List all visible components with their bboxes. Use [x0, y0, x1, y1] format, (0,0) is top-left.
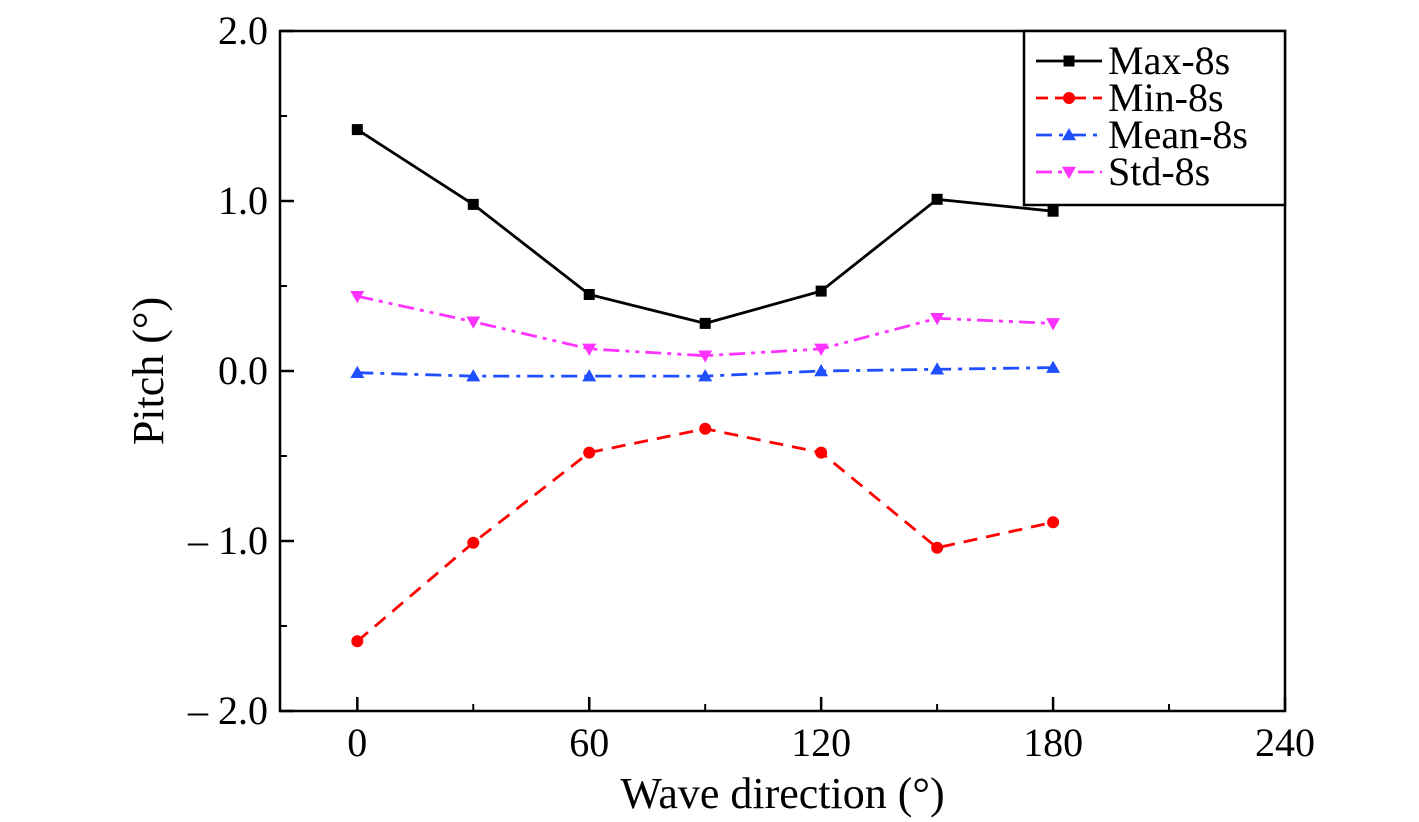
legend-item: Mean-8s: [1036, 112, 1248, 157]
data-point: [350, 290, 365, 304]
series-line: [356, 427, 1054, 643]
x-axis-label: Wave direction (°): [620, 769, 944, 818]
data-point: [814, 364, 829, 377]
y-tick-label: 1.0: [218, 178, 268, 223]
y-tick-label: 0.0: [218, 348, 268, 393]
data-point: [583, 289, 595, 300]
data-point: [931, 541, 944, 554]
legend-label: Max-8s: [1108, 38, 1230, 83]
legend-marker: [1063, 92, 1075, 104]
data-point: [930, 362, 945, 375]
legend-label: Std-8s: [1108, 149, 1210, 194]
data-point: [467, 198, 479, 210]
y-axis-label: Pitch (°): [124, 297, 173, 445]
series-mean-8s: [350, 360, 1061, 382]
x-tick-label: 60: [569, 720, 609, 765]
y-major-ticks: [280, 29, 294, 713]
legend-item: Max-8s: [1036, 38, 1230, 83]
x-tick-labels: 0 60 120 180 240: [347, 720, 1315, 765]
data-point: [931, 193, 943, 205]
data-point: [350, 365, 365, 378]
data-point: [698, 350, 713, 363]
series-std-8s: [350, 290, 1061, 363]
legend-item: Min-8s: [1036, 75, 1224, 120]
plot-frame: [278, 29, 1287, 713]
x-major-ticks: [356, 697, 1287, 711]
series-max-8s: [351, 124, 1059, 329]
legend-label: Min-8s: [1108, 75, 1224, 120]
data-point: [583, 446, 596, 459]
data-point: [466, 316, 481, 329]
x-tick-label: 0: [347, 720, 367, 765]
data-point: [1047, 516, 1060, 529]
x-tick-label: 240: [1255, 720, 1315, 765]
series-min-8s: [351, 422, 1060, 648]
data-point: [698, 369, 713, 382]
data-point: [1046, 318, 1061, 331]
series-layer: [350, 124, 1061, 648]
legend-marker: [1062, 166, 1076, 179]
y-tick-labels: 2.0 1.0 0.0 – 1.0 – 2.0: [187, 8, 268, 733]
data-point: [1046, 360, 1061, 373]
data-point: [814, 343, 829, 356]
data-point: [815, 446, 828, 459]
series-line: [356, 128, 1054, 325]
data-point: [466, 369, 481, 382]
data-point: [351, 124, 363, 136]
data-point: [582, 369, 597, 382]
data-point: [351, 635, 364, 648]
data-point: [582, 343, 597, 356]
legend-label: Mean-8s: [1108, 112, 1248, 157]
data-point: [699, 317, 711, 329]
legend-marker: [1063, 55, 1075, 67]
data-point: [930, 313, 945, 326]
data-point: [1047, 205, 1059, 217]
data-point: [467, 536, 480, 549]
legend-item: Std-8s: [1036, 149, 1210, 194]
y-tick-label: – 1.0: [187, 518, 268, 563]
x-tick-label: 180: [1023, 720, 1083, 765]
y-tick-label: – 2.0: [187, 688, 268, 733]
data-point: [815, 285, 827, 297]
y-tick-label: 2.0: [218, 8, 268, 53]
x-tick-label: 120: [791, 720, 851, 765]
legend-marker: [1062, 128, 1076, 141]
data-point: [699, 422, 712, 435]
